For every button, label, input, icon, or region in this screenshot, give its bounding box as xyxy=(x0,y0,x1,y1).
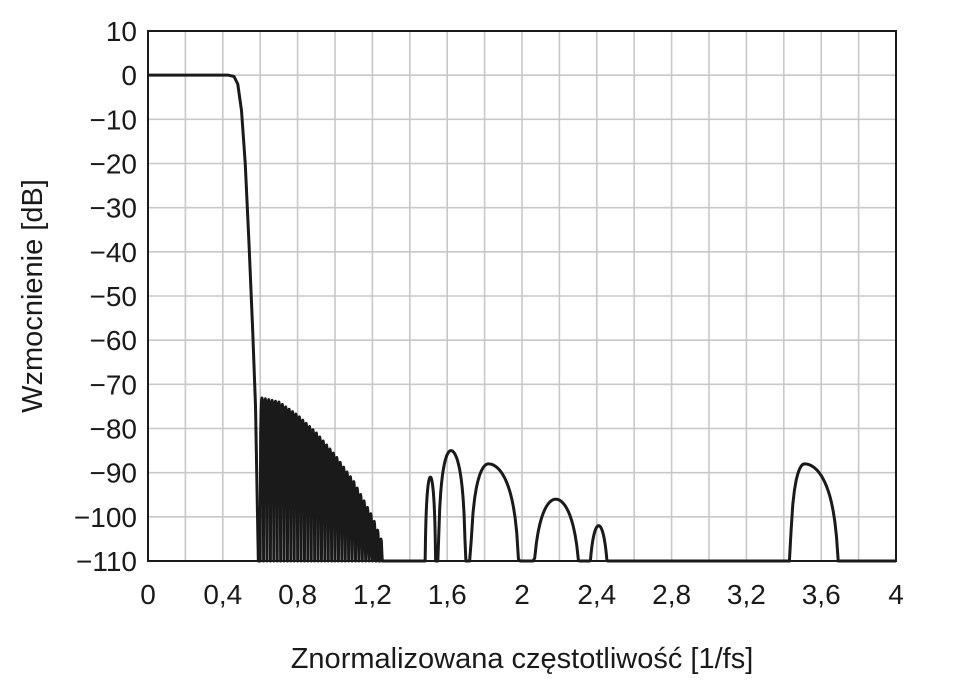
x-axis-label: Znormalizowana częstotliwość [1/fs] xyxy=(291,643,754,675)
x-tick-label: 1,6 xyxy=(428,579,467,610)
y-tick-label: −60 xyxy=(90,325,138,356)
x-tick-label: 0 xyxy=(140,579,156,610)
plot-frame xyxy=(147,30,897,562)
x-tick-label: 3,2 xyxy=(727,579,766,610)
series-line xyxy=(148,73,896,563)
y-tick-label: 0 xyxy=(121,60,137,91)
y-tick-labels: 10 0 −10 −20 −30 −40 −50 −60 −70 −80 −90 −100 −110 xyxy=(74,16,137,577)
y-tick-label: −100 xyxy=(74,502,137,533)
y-tick-label: −40 xyxy=(90,237,138,268)
y-tick-label: 10 xyxy=(106,16,137,47)
y-axis-label: Wzmocnienie [dB] xyxy=(17,179,49,413)
x-tick-label: 2 xyxy=(514,579,530,610)
x-tick-label: 2,8 xyxy=(652,579,691,610)
x-tick-labels: 0 0,4 0,8 1,2 1,6 2 2,4 2,8 3,2 3,6 4 xyxy=(140,579,904,610)
x-tick-label: 3,6 xyxy=(802,579,841,610)
x-tick-label: 2,4 xyxy=(577,579,616,610)
x-tick-label: 0,4 xyxy=(203,579,242,610)
y-tick-label: −10 xyxy=(90,104,138,135)
series-curve xyxy=(148,73,896,563)
y-tick-label: −110 xyxy=(76,546,137,577)
y-tick-label: −20 xyxy=(90,149,138,180)
x-tick-label: 4 xyxy=(888,579,904,610)
y-tick-label: −70 xyxy=(90,369,138,400)
y-tick-label: −50 xyxy=(90,281,138,312)
y-tick-label: −80 xyxy=(90,414,138,445)
x-tick-label: 1,2 xyxy=(353,579,392,610)
x-tick-label: 0,8 xyxy=(278,579,317,610)
y-tick-label: −30 xyxy=(90,193,138,224)
y-tick-label: −90 xyxy=(90,458,138,489)
